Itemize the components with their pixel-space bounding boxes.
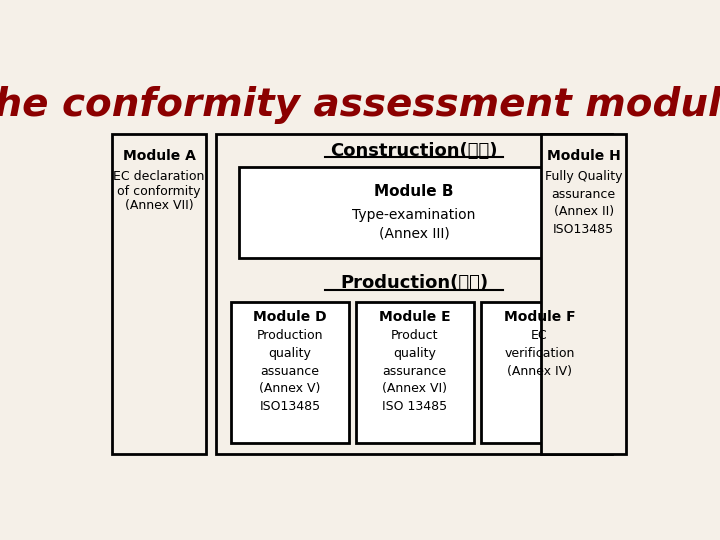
- Text: (Annex VII): (Annex VII): [125, 199, 193, 212]
- Text: Type-examination: Type-examination: [352, 208, 476, 222]
- FancyBboxPatch shape: [356, 302, 474, 443]
- FancyBboxPatch shape: [231, 302, 349, 443]
- FancyBboxPatch shape: [112, 134, 206, 454]
- FancyBboxPatch shape: [215, 134, 612, 454]
- Text: Product: Product: [391, 329, 438, 342]
- Text: EC declaration: EC declaration: [113, 170, 204, 183]
- Text: Module D: Module D: [253, 310, 327, 325]
- Text: EC: EC: [531, 329, 548, 342]
- Text: Production: Production: [257, 329, 323, 342]
- Text: quality: quality: [269, 347, 311, 360]
- Text: (Annex V): (Annex V): [259, 382, 320, 395]
- Text: assuance: assuance: [261, 364, 320, 378]
- Text: assurance: assurance: [552, 188, 616, 201]
- FancyBboxPatch shape: [239, 167, 589, 258]
- Text: Module H: Module H: [546, 148, 621, 163]
- Text: ISO13485: ISO13485: [259, 400, 320, 413]
- Text: Module B: Module B: [374, 184, 454, 199]
- Text: Module F: Module F: [504, 310, 575, 325]
- Text: Fully Quality: Fully Quality: [545, 170, 622, 183]
- Text: quality: quality: [393, 347, 436, 360]
- Text: of conformity: of conformity: [117, 185, 201, 198]
- Text: (Annex VI): (Annex VI): [382, 382, 447, 395]
- Text: Construction(設計): Construction(設計): [330, 142, 498, 160]
- FancyBboxPatch shape: [481, 302, 598, 443]
- Text: Module A: Module A: [122, 148, 195, 163]
- Text: ISO13485: ISO13485: [553, 223, 614, 236]
- Text: ISO 13485: ISO 13485: [382, 400, 447, 413]
- FancyBboxPatch shape: [541, 134, 626, 454]
- Text: assurance: assurance: [382, 364, 447, 378]
- Text: Production(生産): Production(生産): [340, 274, 488, 292]
- Text: Module E: Module E: [379, 310, 451, 325]
- Text: (Annex III): (Annex III): [379, 226, 449, 240]
- Text: (Annex IV): (Annex IV): [507, 364, 572, 378]
- Text: The conformity assessment modules: The conformity assessment modules: [0, 86, 720, 124]
- Text: verification: verification: [504, 347, 575, 360]
- Text: (Annex II): (Annex II): [554, 205, 613, 218]
